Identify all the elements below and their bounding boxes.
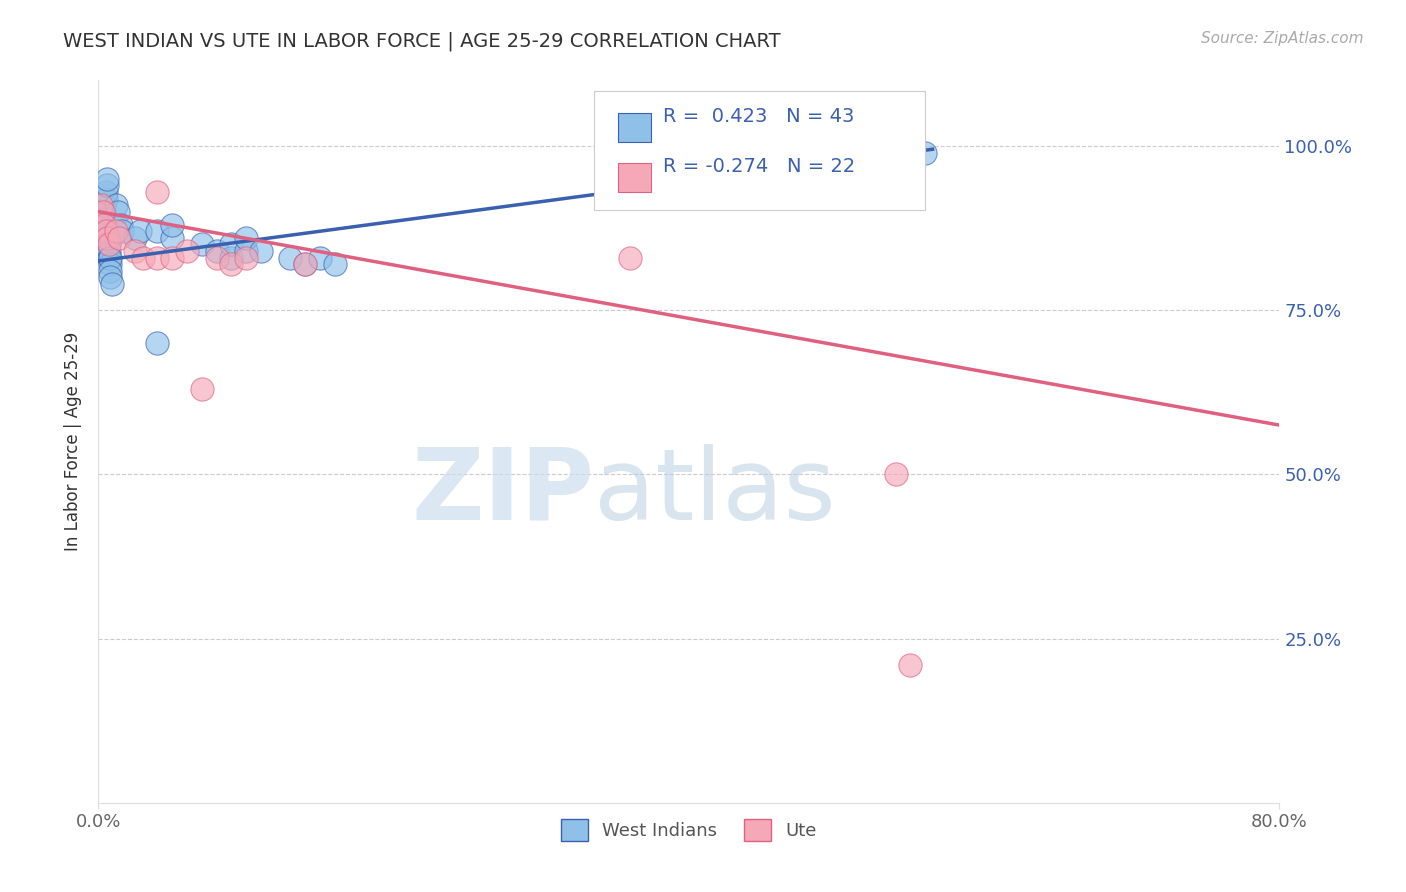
Point <box>221 237 243 252</box>
Point <box>914 145 936 160</box>
Point <box>323 257 346 271</box>
Text: Source: ZipAtlas.com: Source: ZipAtlas.com <box>1201 31 1364 46</box>
Point <box>124 244 146 258</box>
Point <box>176 244 198 258</box>
Point <box>107 204 129 219</box>
Point <box>96 231 118 245</box>
Point <box>96 224 118 238</box>
Point <box>162 231 183 245</box>
Point <box>94 224 117 238</box>
Point <box>900 657 922 672</box>
Point <box>128 224 150 238</box>
Point <box>221 251 243 265</box>
Point <box>90 198 112 212</box>
Point <box>108 231 131 245</box>
Text: WEST INDIAN VS UTE IN LABOR FORCE | AGE 25-29 CORRELATION CHART: WEST INDIAN VS UTE IN LABOR FORCE | AGE … <box>63 31 780 51</box>
Point <box>235 231 257 245</box>
Point <box>146 336 169 351</box>
Point <box>91 204 114 219</box>
Point <box>100 277 122 291</box>
Point <box>96 178 118 193</box>
Point <box>191 237 214 252</box>
Point <box>235 251 257 265</box>
Point <box>111 224 134 238</box>
Point <box>132 251 155 265</box>
Point <box>294 257 316 271</box>
Point <box>93 204 115 219</box>
Point <box>97 231 120 245</box>
Point <box>98 257 121 271</box>
Bar <box>619 163 651 193</box>
Point <box>162 251 183 265</box>
Point <box>250 244 273 258</box>
Point <box>94 192 117 206</box>
Point <box>205 244 228 258</box>
Point <box>97 237 120 252</box>
Point <box>309 251 332 265</box>
Point <box>884 149 907 163</box>
Point <box>280 251 302 265</box>
Point <box>97 237 120 252</box>
FancyBboxPatch shape <box>595 91 925 211</box>
Text: R = -0.274   N = 22: R = -0.274 N = 22 <box>664 158 855 177</box>
Point <box>105 224 128 238</box>
Point <box>90 218 112 232</box>
Point <box>146 224 169 238</box>
Bar <box>619 112 651 142</box>
Point <box>91 211 114 226</box>
Y-axis label: In Labor Force | Age 25-29: In Labor Force | Age 25-29 <box>65 332 83 551</box>
Point <box>93 218 115 232</box>
Point <box>221 257 243 271</box>
Point <box>884 467 907 482</box>
Point <box>93 198 115 212</box>
Point <box>105 198 128 212</box>
Point <box>96 171 118 186</box>
Point <box>146 185 169 199</box>
Point <box>97 244 120 258</box>
Point <box>162 218 183 232</box>
Legend: West Indians, Ute: West Indians, Ute <box>554 812 824 848</box>
Text: atlas: atlas <box>595 443 837 541</box>
Point <box>98 270 121 285</box>
Point <box>124 231 146 245</box>
Text: R =  0.423   N = 43: R = 0.423 N = 43 <box>664 107 855 126</box>
Point <box>294 257 316 271</box>
Point <box>146 251 169 265</box>
Point <box>619 251 641 265</box>
Point <box>235 244 257 258</box>
Point <box>94 185 117 199</box>
Point <box>97 251 120 265</box>
Point <box>110 218 132 232</box>
Point <box>98 264 121 278</box>
Text: ZIP: ZIP <box>412 443 595 541</box>
Point <box>96 231 118 245</box>
Point <box>855 145 877 160</box>
Point <box>205 251 228 265</box>
Point <box>98 251 121 265</box>
Point <box>191 382 214 396</box>
